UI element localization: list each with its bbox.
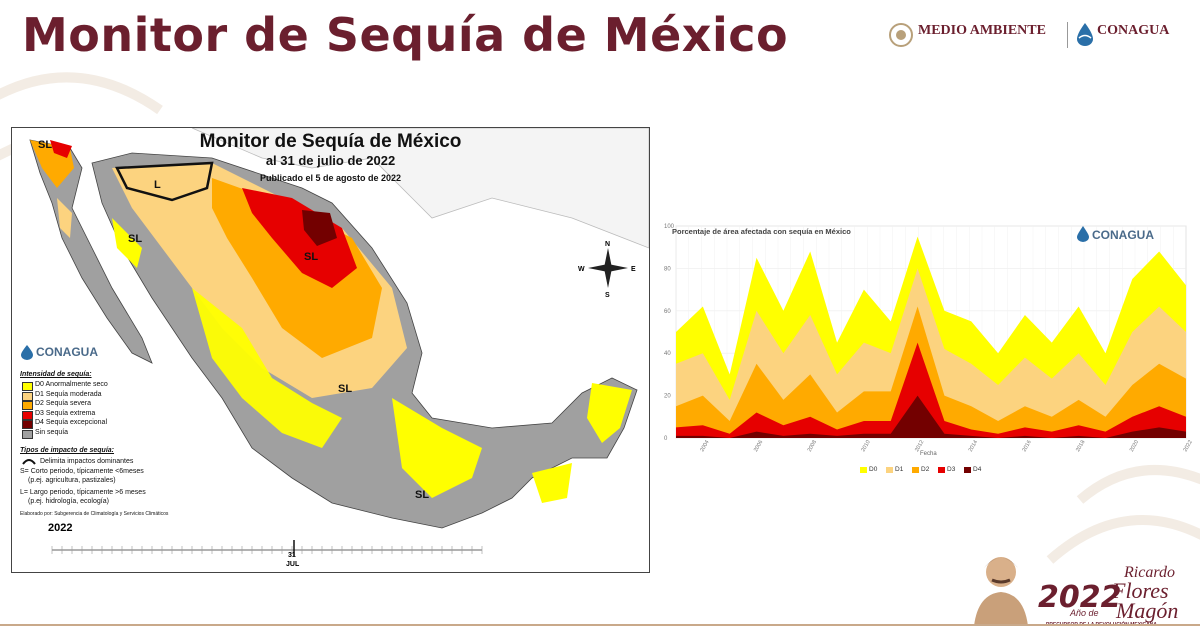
x-tick-label: 2010 [860,439,871,453]
x-tick-label: 2018 [1075,439,1086,453]
legend-label-d0: D0 [869,466,878,473]
legend-swatch [22,420,33,429]
page-title: Monitor de Sequía de México [22,8,789,62]
x-tick-label: 2008 [807,439,818,453]
x-tick-label: 2014 [968,439,979,453]
footer-name-first: Ricardo [1124,564,1175,581]
y-tick-label: 60 [664,309,671,315]
map-label-sl-1: SL [38,139,52,151]
map-label-sl-2: SL [128,233,142,245]
y-tick-label: 0 [664,436,668,442]
header-logos: MEDIO AMBIENTE CONAGUA [888,18,1188,54]
chart-xlabel: Fecha [920,451,937,457]
x-tick-label: 2006 [753,439,764,453]
svg-text:W: W [578,266,585,273]
map-conagua-drop-icon [21,345,33,360]
map-date: al 31 de julio de 2022 [265,153,396,168]
legend-label: D0 Anormalmente seco [35,381,108,388]
legend-label-d2: D2 [921,466,930,473]
footer-name-mid: Flores [1112,578,1169,603]
legend-swatch-d3 [938,467,945,473]
legend-label: D1 Sequía moderada [35,390,102,398]
timeline-month: JUL [286,561,300,568]
map-credit: Elaborado por: Subgerencia de Climatolog… [20,511,169,517]
svg-text:E: E [631,266,636,273]
x-tick-label: 2004 [699,439,710,453]
chart-conagua-logo: CONAGUA [1092,228,1154,242]
drought-percentage-chart: 100 80 60 40 20 0 2004 2006 2008 2010 2012 2014 201… [664,220,1192,478]
impact-line-3: L= Largo periodo, típicamente >6 meses [20,489,146,496]
map-title: Monitor de Sequía de México [199,131,462,152]
legend-label: D3 Sequía extrema [35,409,96,417]
legend-label: D2 Sequía severa [35,400,92,407]
legend-label: Sin sequía [35,428,69,436]
chart-canvas: 100 80 60 40 20 0 2004 2006 2008 2010 2012 2014 201… [664,224,1192,453]
map-label-sl-3: SL [304,251,318,263]
impact-line-2: (p.ej. agricultura, pastizales) [28,477,116,484]
x-tick-label: 2016 [1021,439,1032,453]
portrait-illustration-icon [974,557,1028,626]
compass-rose-icon: N S E W [578,241,636,299]
x-tick-label: 2012 [914,439,925,453]
impact-line-1: S= Corto periodo, típicamente <6meses [20,468,144,475]
legend-swatch [22,382,33,391]
legend-swatch-d2 [912,467,919,473]
mexico-drought-map: SL SL L SL SL SL N S E W [12,128,649,572]
legend-swatch-d0 [860,467,867,473]
footer-name-last: Magón [1116,598,1179,623]
impact-title: Tipos de impacto de sequía: [20,447,115,454]
legend-swatch [22,429,33,439]
svg-text:N: N [605,241,610,248]
map-year: 2022 [48,522,73,534]
impact-line-icon [22,459,36,465]
y-tick-label: 40 [664,351,671,357]
x-tick-label: 2022 [1183,439,1192,453]
map-legend: Intensidad de sequía: D0 Anormalmente se… [20,371,220,521]
conagua-logo: CONAGUA [1097,23,1170,38]
area-series-d3 [676,342,1186,438]
impact-line-0: Delimita impactos dominantes [40,458,134,465]
x-tick-label: 2020 [1129,439,1140,453]
legend-swatch-d1 [886,467,893,473]
logo-divider [1067,22,1068,48]
impact-line-4: (p.ej. hidrología, ecología) [28,498,109,505]
y-tick-label: 80 [664,266,671,272]
legend-swatch [22,391,33,401]
map-conagua-logo: CONAGUA [36,345,98,359]
legend-label: D4 Sequía excepcional [35,419,107,426]
legend-title: Intensidad de sequía: [20,371,92,378]
chart-conagua-drop-icon [1077,226,1089,242]
y-tick-label: 20 [664,394,671,400]
map-label-sl-5: SL [415,489,429,501]
footer-ano-de: Año de [1070,608,1099,618]
footer-divider [0,624,1200,626]
legend-label-d1: D1 [895,466,904,473]
map-label-sl-4: SL [338,383,352,395]
area-series-d4 [676,395,1186,438]
svg-text:S: S [605,292,610,299]
timeline-day: 31 [288,552,296,559]
map-published: Publicado el 5 de agosto de 2022 [259,173,402,183]
legend-swatch [22,410,33,420]
y-tick-label: 100 [664,224,675,230]
medio-ambiente-logo: MEDIO AMBIENTE [918,23,1046,38]
legend-label-d4: D4 [973,466,982,473]
drought-map-panel: SL SL L SL SL SL N S E W Monitor de Sequ… [11,127,650,573]
mexico-seal-icon [889,23,913,47]
footer-year: 2022 [1038,580,1122,615]
chart-legend: D0 D1 D2 D3 D4 [860,465,1010,477]
legend-swatch [22,401,33,410]
area-series-d2 [676,306,1186,438]
map-label-l: L [154,179,161,191]
legend-label-d3: D3 [947,466,956,473]
conagua-drop-icon [1077,23,1093,46]
chart-title: Porcentaje de área afectada con sequía e… [672,227,851,236]
legend-swatch-d4 [964,467,971,473]
